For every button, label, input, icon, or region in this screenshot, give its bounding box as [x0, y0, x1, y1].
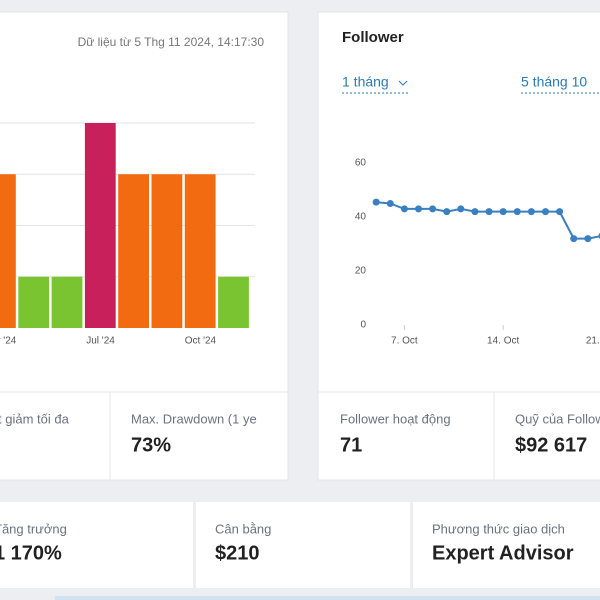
x-tick-label: Oct '24 — [185, 336, 217, 347]
range-select[interactable]: 5 tháng 10 — [521, 74, 587, 90]
point — [527, 208, 535, 216]
point — [457, 205, 465, 213]
point — [415, 205, 422, 213]
bar — [0, 174, 16, 328]
subtitle: Dữ liệu từ 5 Thg 11 2024, 14:17:30 — [78, 35, 265, 49]
bar — [118, 174, 149, 328]
stat-value: $92 617 — [515, 434, 587, 456]
point — [485, 208, 493, 216]
bar-chart: Apr '24 Jul '24 Oct '24 — [0, 122, 255, 347]
point — [513, 208, 521, 216]
stat-value: Expert Advisor — [432, 542, 574, 564]
stat-value: 73% — [131, 434, 171, 456]
point — [443, 208, 451, 216]
strip — [55, 596, 600, 600]
y-tick-label: 40 — [355, 212, 367, 223]
period-select[interactable]: 1 tháng — [342, 74, 389, 90]
stat-card — [413, 502, 600, 588]
y-tick-label: 60 — [355, 158, 367, 169]
x-tick-label: Jul '24 — [86, 336, 115, 347]
bar — [51, 276, 83, 328]
line-chart: 0 20 40 60 7. Oct 14. Oct 21. Oct — [355, 158, 600, 347]
point — [400, 205, 408, 213]
point — [471, 208, 479, 216]
x-tick-label: 14. Oct — [487, 336, 519, 347]
right-card — [317, 11, 600, 481]
bar — [84, 123, 116, 328]
x-tick-label: 7. Oct — [391, 336, 418, 347]
point — [386, 200, 394, 207]
stat-label: Follower hoạt động — [340, 411, 451, 426]
stat-value: $210 — [215, 542, 260, 564]
point — [570, 235, 578, 243]
stat-value: 71 — [340, 434, 362, 456]
bar — [151, 174, 183, 328]
stat-label: Phương thức giao dịch — [432, 521, 565, 536]
stat-card — [0, 502, 193, 588]
stat-label: Max. Drawdown (1 ye — [131, 411, 257, 426]
stat-label: Tăng trưởng — [0, 521, 67, 536]
point — [499, 208, 507, 216]
y-tick-label: 20 — [355, 266, 367, 277]
bar — [18, 276, 50, 328]
bar — [184, 174, 216, 328]
stat-card — [196, 502, 410, 588]
chevron — [398, 80, 408, 86]
x-tick-label: 21. Oct — [586, 336, 600, 347]
point — [556, 208, 564, 216]
point — [372, 198, 380, 206]
stat-label: Cân bằng — [215, 521, 271, 536]
x-tick-label: Apr '24 — [0, 336, 17, 347]
card-title: Follower — [342, 29, 404, 46]
point — [542, 208, 549, 216]
bar — [218, 276, 249, 328]
point — [429, 205, 437, 213]
stat-value: 1 170% — [0, 542, 62, 564]
stat-label: t giảm tối đa — [0, 411, 70, 426]
stat-label: Quỹ của Follow — [515, 411, 600, 426]
y-tick-label: 0 — [360, 320, 366, 331]
point — [584, 235, 592, 243]
